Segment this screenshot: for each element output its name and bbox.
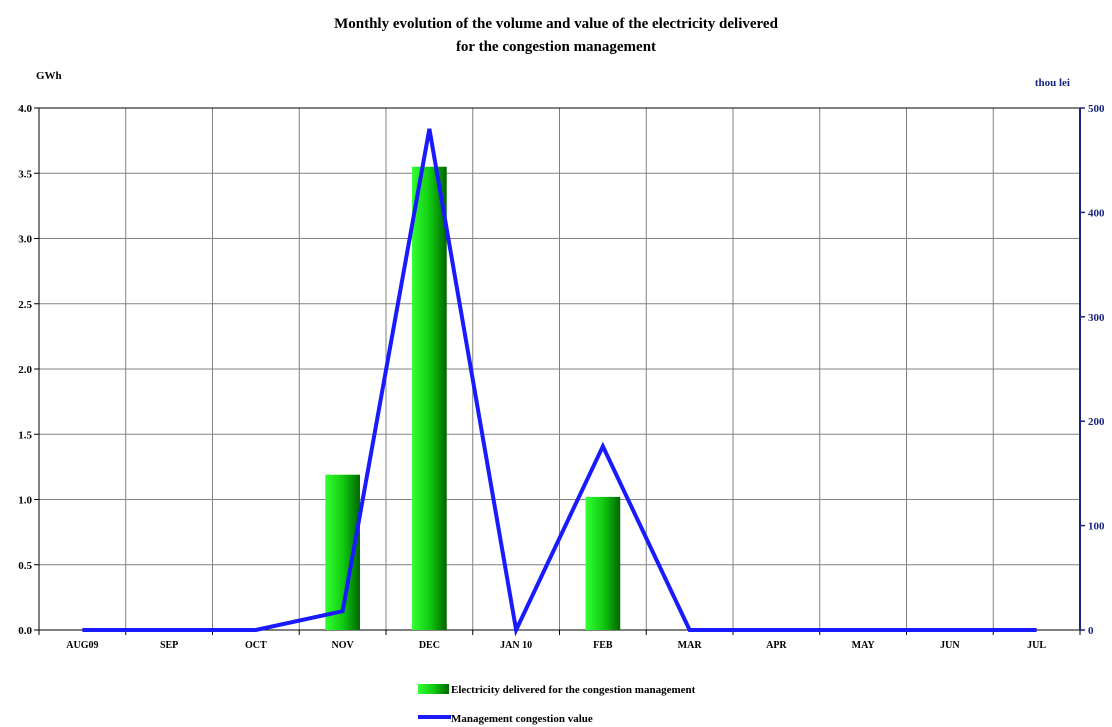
y-right-tick-label: 100 [1088,521,1105,533]
legend: Electricity delivered for the congestion… [418,684,696,725]
y-right-tick-label: 400 [1088,207,1105,219]
chart-title-line1: Monthly evolution of the volume and valu… [334,16,778,32]
x-tick-label: MAY [852,640,876,651]
y-left-tick-label: 3.5 [18,168,32,180]
x-tick-label: SEP [160,640,178,651]
x-tick-label: AUG09 [66,640,98,651]
bar-feb [585,496,621,630]
legend-swatch-bar [418,684,449,694]
x-tick-label: APR [766,640,787,651]
y-right-tick-label: 300 [1088,312,1105,324]
y-left-tick-label: 2.0 [18,364,32,376]
line-series-congestion-value [82,128,1037,637]
plot-area: 0.0 0.5 1.0 1.5 2.0 2.5 3.0 3.5 4.0 0 100 200 300 400… [18,103,1105,651]
chart-title-line2: for the congestion management [456,39,656,55]
x-tick-label: DEC [419,640,440,651]
x-tick-label: NOV [332,640,355,651]
left-axis-unit: GWh [36,70,62,82]
x-tick-label: JUL [1027,640,1046,651]
bar-dec [412,166,447,630]
x-tick-label: JAN 10 [500,640,532,651]
right-axis-unit: thou lei [1035,77,1070,89]
y-right-tick-label: 500 [1088,103,1105,115]
y-left-tick-label: 2.5 [18,299,32,311]
x-tick-label: OCT [245,640,267,651]
y-left-tick-label: 1.5 [18,429,32,441]
y-left-tick-label: 1.0 [18,495,32,507]
x-tick-label: JUN [940,640,960,651]
y-right-tick-label: 0 [1088,625,1094,637]
x-tick-label: FEB [593,640,613,651]
x-tick-label: MAR [678,640,703,651]
legend-label-bar: Electricity delivered for the congestion… [451,684,696,696]
legend-label-line: Management congestion value [451,713,593,725]
y-left-tick-label: 3.0 [18,234,32,246]
y-left-tick-label: 0.5 [18,560,32,572]
y-left-tick-label: 0.0 [18,625,32,637]
y-right-tick-label: 200 [1088,416,1105,428]
y-left-tick-label: 4.0 [18,103,32,115]
